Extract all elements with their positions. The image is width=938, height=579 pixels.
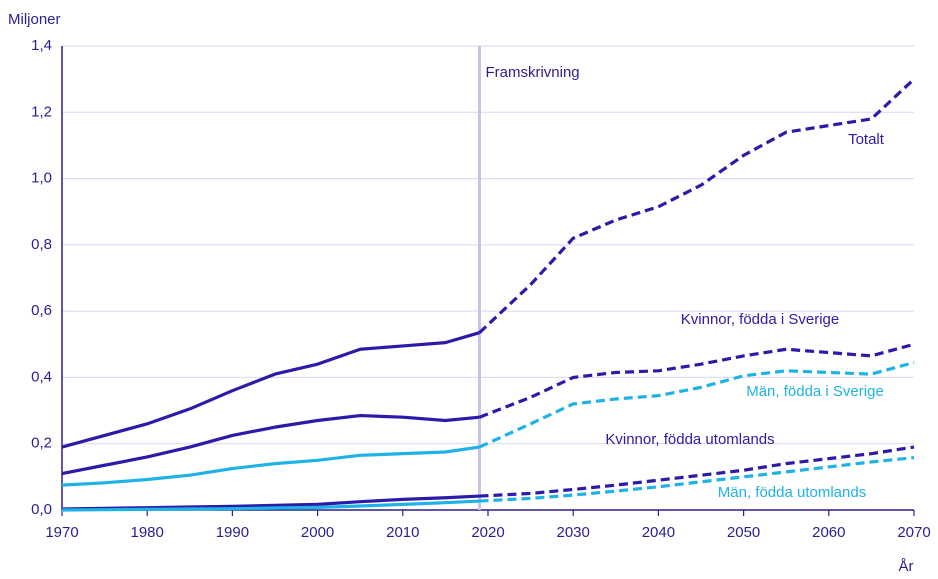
series-line	[61, 445, 480, 487]
x-tick-label: 2030	[557, 524, 590, 541]
y-tick-label: 0,8	[31, 236, 52, 253]
series-line	[61, 499, 480, 512]
series-label: Män, födda utomlands	[718, 484, 866, 501]
x-tick-label: 2010	[386, 524, 419, 541]
series-line	[61, 413, 480, 476]
x-tick-label: 2020	[471, 524, 504, 541]
series-line-projection	[479, 445, 915, 498]
series-line-projection	[478, 360, 915, 449]
x-axis-label: År	[899, 558, 914, 575]
series-label: Kvinnor, födda i Sverige	[681, 311, 839, 328]
series-line-projection	[478, 77, 916, 334]
y-tick-label: 0,0	[31, 501, 52, 518]
y-tick-label: 0,2	[31, 435, 52, 452]
y-tick-label: 1,0	[31, 170, 52, 187]
x-tick-label: 2000	[301, 524, 334, 541]
series-line-projection	[479, 456, 915, 503]
x-tick-label: 2050	[727, 524, 760, 541]
series-line-projection	[478, 342, 915, 419]
y-tick-label: 0,4	[31, 368, 52, 385]
x-tick-label: 1980	[131, 524, 164, 541]
x-tick-label: 2040	[642, 524, 675, 541]
series-label: Män, födda i Sverige	[746, 383, 884, 400]
annotation: Framskrivning	[485, 64, 579, 81]
x-tick-label: 1990	[216, 524, 249, 541]
x-tick-label: 2060	[812, 524, 845, 541]
y-axis-label: Miljoner	[8, 11, 61, 28]
y-tick-label: 0,6	[31, 302, 52, 319]
y-tick-label: 1,4	[31, 37, 52, 54]
series-line	[61, 331, 480, 449]
x-tick-label: 1970	[45, 524, 78, 541]
series-label: Kvinnor, födda utomlands	[605, 431, 774, 448]
x-tick-label: 2070	[897, 524, 930, 541]
y-tick-label: 1,2	[31, 103, 52, 120]
series-label: Totalt	[848, 131, 885, 148]
